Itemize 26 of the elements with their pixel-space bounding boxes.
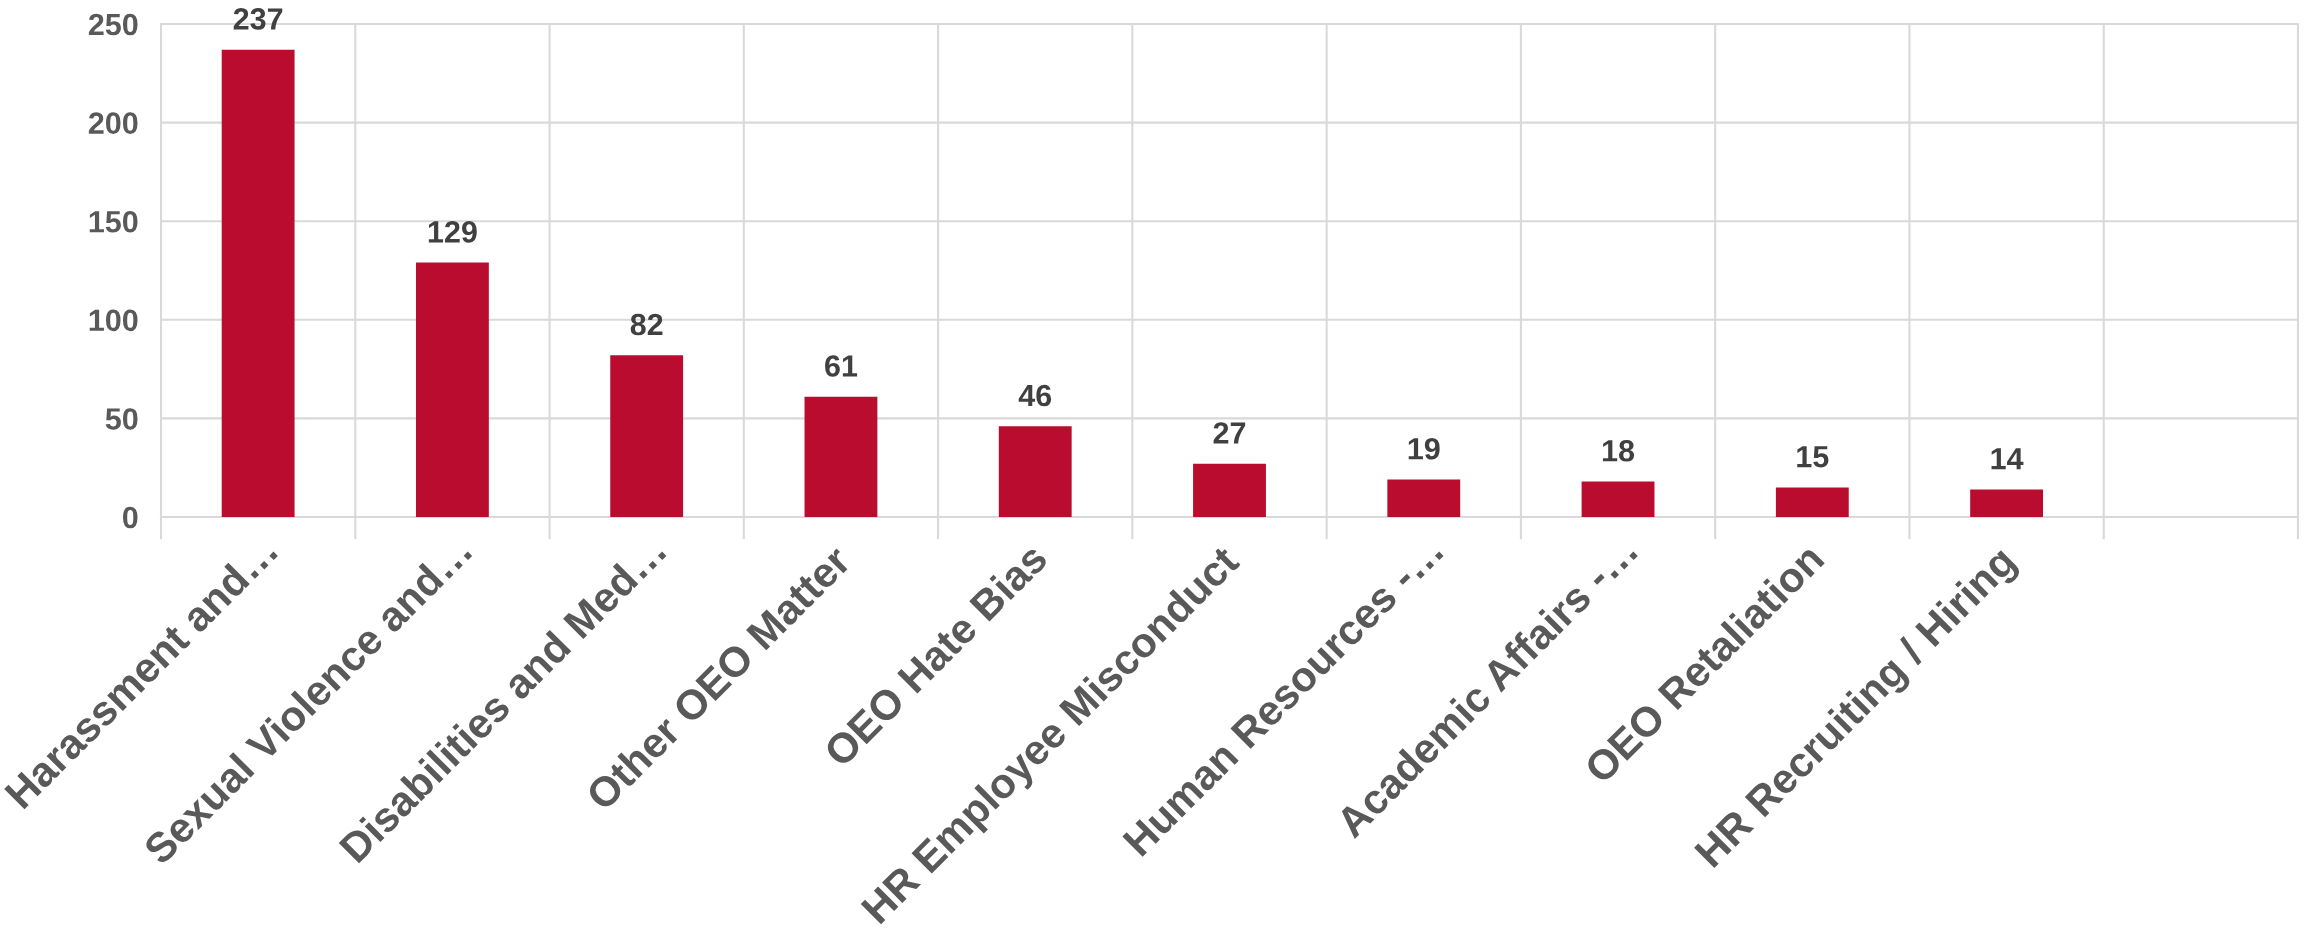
data-label: 19: [1408, 437, 1440, 460]
y-tick-label: 200: [88, 112, 138, 134]
data-label: 46: [1018, 384, 1052, 407]
bar: [998, 426, 1072, 517]
bar: [1387, 479, 1461, 517]
bar: [610, 355, 684, 517]
bar: [1581, 481, 1655, 517]
data-label: 82: [630, 313, 663, 336]
y-tick-label: 250: [88, 13, 138, 36]
bar: [1970, 489, 2044, 517]
y-tick-label: 100: [89, 309, 138, 332]
bar: [1193, 463, 1266, 517]
y-tick-label: 0: [122, 506, 138, 529]
bar: [415, 262, 489, 517]
y-tick-label: 150: [89, 210, 138, 233]
data-label: 129: [428, 221, 477, 243]
bar: [1775, 487, 1849, 517]
data-label: 18: [1602, 439, 1635, 462]
data-label: 14: [1991, 448, 2024, 470]
data-label: 237: [233, 8, 283, 30]
y-tick-label: 50: [105, 408, 138, 430]
data-label: 15: [1797, 446, 1829, 468]
bar: [221, 49, 295, 517]
data-label: 27: [1213, 422, 1246, 444]
data-label: 61: [825, 355, 858, 377]
bar: [804, 396, 878, 517]
